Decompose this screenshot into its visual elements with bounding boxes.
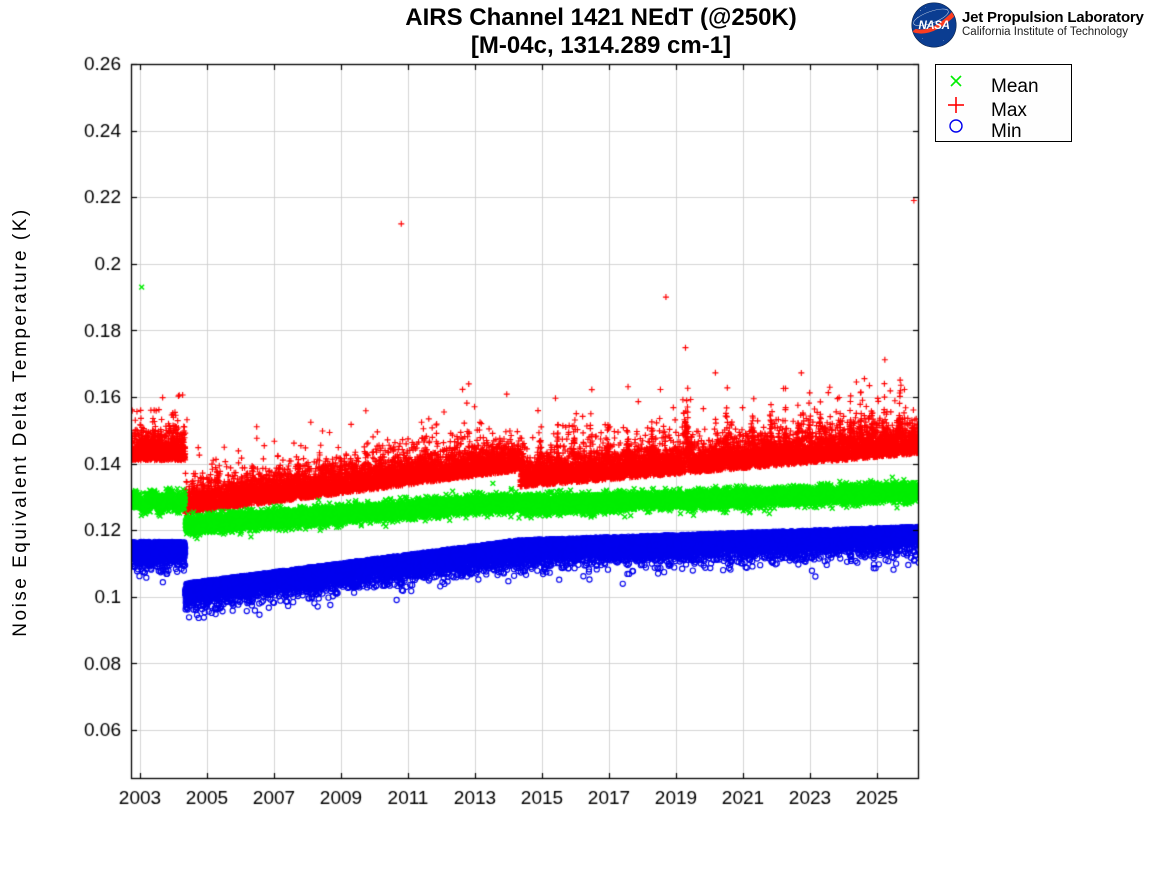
svg-text:NASA: NASA <box>918 20 949 32</box>
